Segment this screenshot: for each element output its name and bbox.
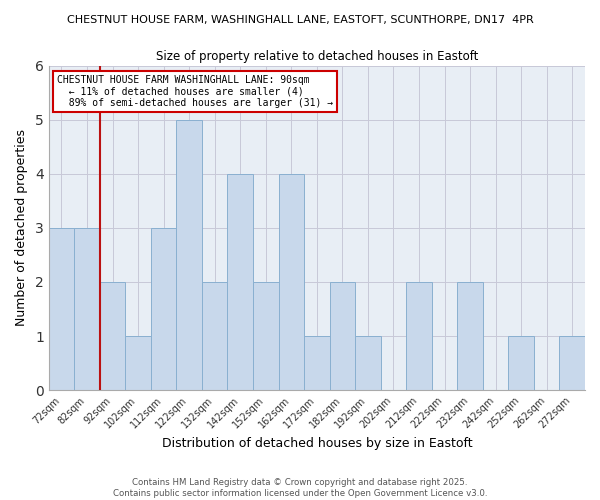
Text: Contains HM Land Registry data © Crown copyright and database right 2025.
Contai: Contains HM Land Registry data © Crown c…	[113, 478, 487, 498]
Bar	[355, 336, 380, 390]
Bar	[100, 282, 125, 390]
Bar	[74, 228, 100, 390]
Bar	[406, 282, 432, 390]
X-axis label: Distribution of detached houses by size in Eastoft: Distribution of detached houses by size …	[161, 437, 472, 450]
Bar	[329, 282, 355, 390]
Text: CHESTNUT HOUSE FARM WASHINGHALL LANE: 90sqm
  ← 11% of detached houses are small: CHESTNUT HOUSE FARM WASHINGHALL LANE: 90…	[57, 76, 333, 108]
Y-axis label: Number of detached properties: Number of detached properties	[15, 130, 28, 326]
Bar	[202, 282, 227, 390]
Text: CHESTNUT HOUSE FARM, WASHINGHALL LANE, EASTOFT, SCUNTHORPE, DN17  4PR: CHESTNUT HOUSE FARM, WASHINGHALL LANE, E…	[67, 15, 533, 25]
Bar	[125, 336, 151, 390]
Bar	[151, 228, 176, 390]
Bar	[457, 282, 483, 390]
Bar	[253, 282, 278, 390]
Bar	[278, 174, 304, 390]
Title: Size of property relative to detached houses in Eastoft: Size of property relative to detached ho…	[155, 50, 478, 63]
Bar	[49, 228, 74, 390]
Bar	[176, 120, 202, 390]
Bar	[508, 336, 534, 390]
Bar	[559, 336, 585, 390]
Bar	[304, 336, 329, 390]
Bar	[227, 174, 253, 390]
